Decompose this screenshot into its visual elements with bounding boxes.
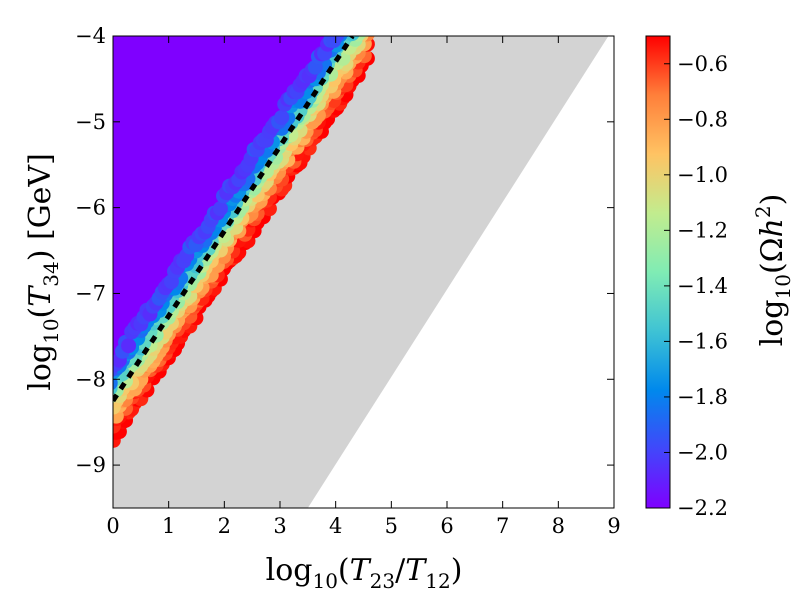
cb-title-omega: Ω bbox=[755, 237, 790, 262]
y-tick-label: −7 bbox=[75, 281, 106, 305]
scatter-point bbox=[345, 0, 360, 13]
y-tick-label: −4 bbox=[75, 24, 106, 48]
y-title-prefix: log bbox=[23, 344, 58, 391]
y-tick-label: −8 bbox=[75, 367, 106, 391]
x-tick-label: 6 bbox=[440, 514, 453, 538]
scatter-point bbox=[274, 109, 290, 125]
x-title-num-sub: 23 bbox=[370, 569, 395, 593]
x-title-prefix: log bbox=[266, 553, 313, 588]
scatter-point bbox=[360, 18, 375, 33]
y-title-var: T bbox=[23, 285, 58, 307]
cb-title-h-sup: 2 bbox=[751, 205, 775, 218]
scatter-point bbox=[357, 1, 372, 16]
scatter-point bbox=[348, 20, 363, 35]
x-tick-label: 9 bbox=[607, 514, 620, 538]
x-title-prefix-sub: 10 bbox=[312, 569, 337, 593]
x-tick-label: 7 bbox=[496, 514, 509, 538]
y-title-close: ) bbox=[23, 250, 58, 262]
y-title-open: ( bbox=[23, 307, 58, 319]
x-title-den-var: T bbox=[405, 553, 427, 588]
scatter-point bbox=[362, 36, 367, 37]
y-axis-ticks: −9 −8 −7 −6 −5 −4 bbox=[75, 24, 614, 477]
plot-frame bbox=[112, 35, 615, 509]
scatter-point bbox=[357, 0, 372, 7]
dashed-line-layer bbox=[113, 36, 355, 403]
scatter-point bbox=[354, 12, 369, 27]
scatter-point bbox=[357, 12, 372, 27]
scatter-point bbox=[351, 9, 366, 24]
x-tick-label: 4 bbox=[329, 514, 342, 538]
scatter-point bbox=[360, 5, 375, 20]
colorbar bbox=[645, 35, 671, 509]
scatter-point bbox=[332, 18, 347, 33]
colorbar-ticks: −2.2 −2.0 −1.8 −1.6 −1.4 −1.2 −1.0 −0.8 −0.6 bbox=[664, 52, 728, 520]
colorbar-tick-label: −1.2 bbox=[677, 218, 728, 242]
x-title-num-var: T bbox=[350, 553, 372, 588]
y-axis-title: log10(T34) [GeV] bbox=[23, 153, 63, 391]
x-tick-label: 1 bbox=[162, 514, 175, 538]
scatter-point bbox=[351, 5, 366, 20]
colorbar-tick-label: −0.6 bbox=[677, 52, 728, 76]
x-title-close: ) bbox=[451, 553, 463, 588]
cb-title-h: h bbox=[755, 218, 790, 237]
colorbar-tick-label: −2.0 bbox=[677, 440, 728, 464]
x-title-den-sub: 12 bbox=[425, 569, 450, 593]
x-tick-label: 5 bbox=[385, 514, 398, 538]
cb-title-open: ( bbox=[755, 262, 790, 274]
y-tick-label: −9 bbox=[75, 453, 106, 477]
scatter-point bbox=[335, 18, 350, 33]
x-axis-ticks: 0 1 2 3 4 5 6 7 8 9 bbox=[106, 36, 621, 538]
y-tick-label: −6 bbox=[75, 196, 106, 220]
scatter-point bbox=[212, 201, 228, 217]
scatter-point bbox=[348, 0, 363, 12]
y-tick-label: −5 bbox=[75, 110, 106, 134]
scatter-point bbox=[351, 0, 366, 8]
cb-title-prefix-sub: 10 bbox=[771, 274, 795, 299]
colorbar-tick-label: −1.6 bbox=[677, 329, 728, 353]
y-title-space bbox=[23, 240, 58, 250]
scatter-point bbox=[121, 338, 137, 354]
dashed-line bbox=[113, 36, 355, 403]
scatter-point bbox=[360, 0, 375, 14]
scatter-band bbox=[113, 0, 375, 448]
x-tick-label: 3 bbox=[273, 514, 286, 538]
scatter-point bbox=[348, 5, 363, 20]
colorbar-tick-label: −1.0 bbox=[677, 163, 728, 187]
x-title-slash: / bbox=[395, 553, 406, 588]
x-tick-label: 8 bbox=[552, 514, 565, 538]
x-tick-label: 2 bbox=[218, 514, 231, 538]
scatter-point bbox=[354, 0, 369, 9]
scatter-point bbox=[342, 16, 357, 31]
colorbar-tick-label: −2.2 bbox=[677, 496, 728, 520]
cb-title-close: ) bbox=[755, 194, 790, 206]
excluded-region bbox=[113, 36, 609, 508]
colorbar-title: log10(Ωh2) bbox=[751, 194, 795, 347]
scatter-point bbox=[338, 9, 353, 24]
scatter-point bbox=[354, 0, 369, 4]
x-title-open: ( bbox=[338, 553, 350, 588]
x-tick-label: 0 bbox=[106, 514, 119, 538]
colorbar-tick-label: −1.8 bbox=[677, 385, 728, 409]
scatter-point bbox=[360, 0, 375, 5]
scatter-point bbox=[341, 36, 351, 38]
scatter-point bbox=[345, 16, 360, 31]
colorbar-tick-label: −1.4 bbox=[677, 274, 728, 298]
y-title-unit: [GeV] bbox=[23, 153, 58, 240]
scatter-point bbox=[329, 36, 345, 43]
y-title-prefix-sub: 10 bbox=[39, 318, 63, 343]
x-axis-title: log10(T23/T12) bbox=[266, 553, 463, 593]
cb-title-prefix: log bbox=[755, 299, 790, 346]
scatter-point bbox=[342, 10, 357, 25]
plot-area bbox=[113, 0, 609, 508]
y-title-var-sub: 34 bbox=[39, 261, 63, 286]
scatter-point bbox=[344, 36, 360, 42]
colorbar-tick-label: −0.8 bbox=[677, 107, 728, 131]
